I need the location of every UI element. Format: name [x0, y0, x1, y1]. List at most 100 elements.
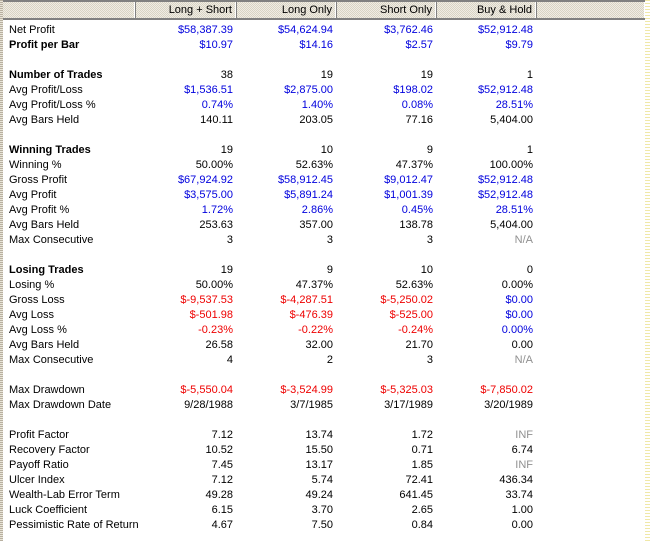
buy-hold-value: 6.74: [511, 444, 533, 456]
short-only-value: 21.70: [405, 339, 433, 351]
row-label: Number of Trades: [9, 69, 103, 81]
buy-hold-value: 0: [526, 264, 533, 276]
buy-hold-value: 3/20/1989: [484, 399, 533, 411]
long-only-value: 3.70: [311, 504, 333, 516]
table-row: Winning % 50.00% 52.63% 47.37% 100.00%: [3, 158, 645, 173]
row-label: Avg Profit %: [9, 204, 70, 216]
long-only-value: $58,912.45: [277, 174, 333, 186]
table-row: Profit Factor 7.12 13.74 1.72 INF: [3, 428, 645, 443]
performance-table: Net Profit $58,387.39 $54,624.94 $3,762.46 $…: [3, 23, 645, 533]
row-label: Winning Trades: [9, 144, 91, 156]
long-short-value: 26.58: [205, 339, 233, 351]
table-row: Wealth-Lab Error Term 49.28 49.24 641.45 33.…: [3, 488, 645, 503]
row-label: Avg Loss %: [9, 324, 67, 336]
spacer-row: [3, 53, 645, 68]
long-short-value: 7.45: [211, 459, 233, 471]
long-only-value: 5.74: [311, 474, 333, 486]
buy-hold-value: 0.00%: [501, 324, 533, 336]
long-short-value: 19: [220, 144, 233, 156]
right-border: [645, 0, 650, 541]
row-label: Recovery Factor: [9, 444, 90, 456]
row-label: Gross Profit: [9, 174, 68, 186]
buy-hold-value: 0.00: [511, 519, 533, 531]
long-only-value: 2: [326, 354, 333, 366]
table-row: Max Drawdown $-5,550.04 $-3,524.99 $-5,325.…: [3, 383, 645, 398]
row-label: Ulcer Index: [9, 474, 65, 486]
long-short-value: 3: [226, 234, 233, 246]
spacer-row: [3, 368, 645, 383]
long-only-value: $-4,287.51: [280, 294, 333, 306]
short-only-value: $9,012.47: [384, 174, 433, 186]
short-only-value: 0.84: [411, 519, 433, 531]
long-short-value: $-501.98: [189, 309, 233, 321]
short-only-value: 1.85: [411, 459, 433, 471]
long-short-value: $10.97: [199, 39, 233, 51]
buy-hold-value: $52,912.48: [477, 189, 533, 201]
short-only-value: 47.37%: [395, 159, 433, 171]
long-short-value: $3,575.00: [184, 189, 233, 201]
header-short-only[interactable]: Short Only: [337, 2, 437, 18]
short-only-value: $1,001.39: [384, 189, 433, 201]
short-only-value: 0.71: [411, 444, 433, 456]
long-only-value: 3: [326, 234, 333, 246]
table-row: Net Profit $58,387.39 $54,624.94 $3,762.46 $…: [3, 23, 645, 38]
spacer-row: [3, 248, 645, 263]
long-only-value: 9: [326, 264, 333, 276]
long-only-value: 19: [320, 69, 333, 81]
long-short-value: 0.74%: [201, 99, 233, 111]
table-row: Avg Profit $3,575.00 $5,891.24 $1,001.39 $52…: [3, 188, 645, 203]
long-short-value: 49.28: [205, 489, 233, 501]
row-label: Avg Loss: [9, 309, 55, 321]
table-row: Winning Trades 19 10 9 1: [3, 143, 645, 158]
short-only-value: -0.24%: [398, 324, 433, 336]
short-only-value: $2.57: [405, 39, 433, 51]
buy-hold-value: $9.79: [505, 39, 533, 51]
short-only-value: 138.78: [399, 219, 433, 231]
long-short-value: $58,387.39: [177, 24, 233, 36]
long-short-value: 7.12: [211, 429, 233, 441]
long-short-value: $67,924.92: [177, 174, 233, 186]
long-only-value: 49.24: [305, 489, 333, 501]
row-label: Avg Profit/Loss %: [9, 99, 96, 111]
row-label: Pessimistic Rate of Return: [9, 519, 139, 531]
table-row: Avg Bars Held 253.63 357.00 138.78 5,404.00: [3, 218, 645, 233]
table-row: Number of Trades 38 19 19 1: [3, 68, 645, 83]
short-only-value: 19: [420, 69, 433, 81]
short-only-value: 3: [426, 354, 433, 366]
long-only-value: 2.86%: [301, 204, 333, 216]
header-long-short[interactable]: Long + Short: [136, 2, 237, 18]
header-metric-column[interactable]: [3, 2, 136, 18]
buy-hold-value: INF: [515, 429, 533, 441]
long-short-value: 1.72%: [201, 204, 233, 216]
short-only-value: $198.02: [393, 84, 433, 96]
spacer-row: [3, 413, 645, 428]
header-long-only[interactable]: Long Only: [237, 2, 337, 18]
table-row: Profit per Bar $10.97 $14.16 $2.57 $9.79: [3, 38, 645, 53]
table-row: Avg Profit % 1.72% 2.86% 0.45% 28.51%: [3, 203, 645, 218]
long-short-value: 7.12: [211, 474, 233, 486]
buy-hold-value: N/A: [514, 354, 533, 366]
short-only-value: 77.16: [405, 114, 433, 126]
long-short-value: $-5,550.04: [180, 384, 233, 396]
row-label: Profit per Bar: [9, 39, 80, 51]
row-label: Avg Profit: [9, 189, 57, 201]
row-label: Winning %: [9, 159, 62, 171]
long-only-value: 47.37%: [295, 279, 333, 291]
long-short-value: 9/28/1988: [184, 399, 233, 411]
buy-hold-value: $0.00: [505, 309, 533, 321]
table-row: Max Consecutive 3 3 3 N/A: [3, 233, 645, 248]
long-short-value: 6.15: [211, 504, 233, 516]
header-buy-hold[interactable]: Buy & Hold: [437, 2, 537, 18]
row-label: Max Drawdown: [9, 384, 85, 396]
buy-hold-value: INF: [515, 459, 533, 471]
long-only-value: 3/7/1985: [290, 399, 333, 411]
short-only-value: $-5,250.02: [380, 294, 433, 306]
table-row: Losing Trades 19 9 10 0: [3, 263, 645, 278]
table-row: Ulcer Index 7.12 5.74 72.41 436.34: [3, 473, 645, 488]
row-label: Net Profit: [9, 24, 55, 36]
long-short-value: 19: [220, 264, 233, 276]
long-only-value: $-3,524.99: [280, 384, 333, 396]
long-only-value: 203.05: [299, 114, 333, 126]
long-only-value: $14.16: [299, 39, 333, 51]
short-only-value: 52.63%: [395, 279, 433, 291]
